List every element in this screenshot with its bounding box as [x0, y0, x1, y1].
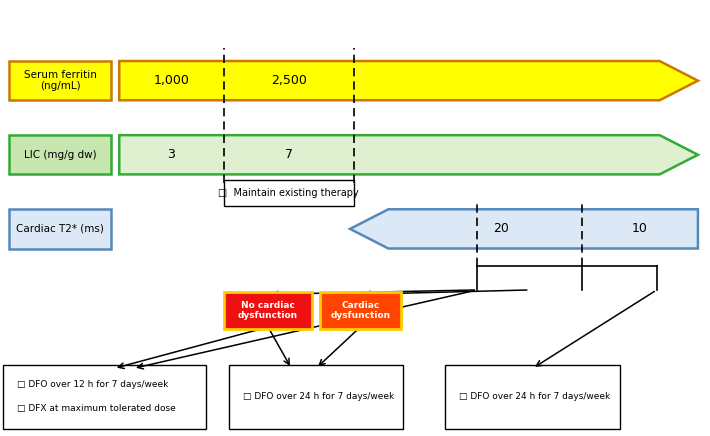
Text: 2,500: 2,500	[271, 74, 307, 87]
Text: 1,000: 1,000	[153, 74, 190, 87]
Text: LIC (mg/g dw): LIC (mg/g dw)	[23, 150, 97, 160]
Text: Cardiac T2* (ms): Cardiac T2* (ms)	[16, 224, 104, 234]
Polygon shape	[350, 209, 698, 249]
FancyBboxPatch shape	[3, 365, 206, 429]
FancyBboxPatch shape	[9, 61, 111, 100]
Text: No cardiac
dysfunction: No cardiac dysfunction	[238, 301, 298, 320]
FancyBboxPatch shape	[224, 292, 312, 329]
FancyBboxPatch shape	[9, 135, 111, 174]
Text: Cardiac
dysfunction: Cardiac dysfunction	[330, 301, 391, 320]
Text: 10: 10	[632, 222, 648, 235]
Text: □ DFO over 12 h for 7 days/week: □ DFO over 12 h for 7 days/week	[17, 380, 168, 389]
FancyBboxPatch shape	[224, 180, 354, 206]
FancyBboxPatch shape	[445, 365, 620, 429]
Text: 3: 3	[168, 148, 175, 161]
FancyBboxPatch shape	[9, 209, 111, 249]
Text: □ DFO over 24 h for 7 days/week: □ DFO over 24 h for 7 days/week	[459, 392, 611, 401]
FancyBboxPatch shape	[229, 365, 403, 429]
FancyBboxPatch shape	[320, 292, 401, 329]
Text: □ DFO over 24 h for 7 days/week: □ DFO over 24 h for 7 days/week	[243, 392, 394, 401]
Text: Serum ferritin
(ng/mL): Serum ferritin (ng/mL)	[23, 70, 97, 92]
Text: □  Maintain existing therapy: □ Maintain existing therapy	[218, 188, 359, 198]
Text: 7: 7	[285, 148, 293, 161]
Polygon shape	[119, 61, 698, 100]
Text: □ DFX at maximum tolerated dose: □ DFX at maximum tolerated dose	[17, 404, 176, 413]
Polygon shape	[119, 135, 698, 174]
Text: 20: 20	[493, 222, 509, 235]
